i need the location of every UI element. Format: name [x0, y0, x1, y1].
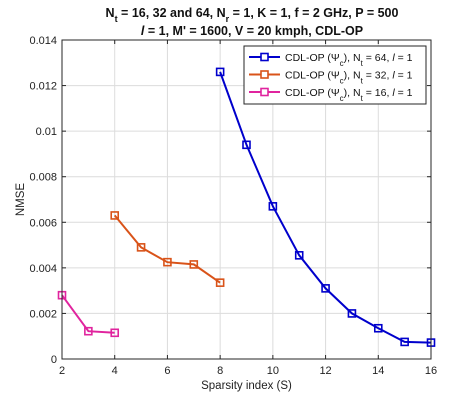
data-point — [373, 323, 383, 333]
chart-title: Nt = 16, 32 and 64, Nr = 1, K = 1, f = 2… — [106, 6, 399, 38]
chart-title-line-1: Nt = 16, 32 and 64, Nr = 1, K = 1, f = 2… — [106, 6, 399, 24]
x-tick-label: 8 — [217, 365, 223, 377]
legend-entry: CDL-OP (Ψc), Nt = 16, l = 1 — [249, 87, 413, 103]
x-tick-label: 4 — [112, 365, 118, 377]
y-tick-label: 0.002 — [29, 308, 57, 320]
data-point — [136, 243, 146, 252]
data-point — [215, 278, 225, 287]
chart-title-line-2: l = 1, M' = 1600, V = 20 kmph, CDL-OP — [141, 24, 363, 38]
y-tick-label: 0.012 — [29, 81, 57, 93]
legend-label: CDL-OP (Ψc), Nt = 16, l = 1 — [285, 87, 413, 103]
x-axis-label: Sparsity index (S) — [201, 380, 292, 392]
legend: CDL-OP (Ψc), Nt = 64, l = 1 CDL-OP (Ψc), … — [243, 45, 427, 105]
series-line — [61, 294, 115, 334]
data-point — [242, 140, 251, 150]
legend-marker — [260, 52, 269, 62]
plot-frame — [61, 39, 432, 360]
legend-marker — [260, 87, 269, 97]
data-point — [347, 309, 357, 318]
legend-label: CDL-OP (Ψc), Nt = 32, l = 1 — [285, 70, 413, 86]
data-point — [294, 251, 304, 260]
series-line — [113, 214, 221, 284]
data-point — [215, 67, 225, 77]
series-3 — [57, 290, 120, 338]
legend-entry: CDL-OP (Ψc), Nt = 32, l = 1 — [249, 70, 413, 86]
legend-entry: CDL-OP (Ψc), Nt = 64, l = 1 — [249, 52, 413, 68]
data-point — [84, 326, 93, 336]
x-tick-label: 6 — [164, 365, 170, 377]
x-tick-label: 2 — [59, 365, 65, 377]
y-tick-label: 0.004 — [29, 263, 57, 275]
legend-label: CDL-OP (Ψc), Nt = 64, l = 1 — [285, 52, 413, 68]
y-tick-label: 0.008 — [29, 172, 57, 184]
axis-ticks: 2 4 6 8 10 12 14 16 0 0.002 0.004 0.006 0.008 0.01 0.0… — [29, 35, 437, 377]
series-line — [219, 71, 432, 344]
data-point — [110, 211, 120, 220]
legend-marker — [260, 70, 269, 79]
data-point — [400, 337, 409, 347]
y-axis-label: NMSE — [15, 183, 27, 217]
y-tick-label: 0.006 — [29, 217, 57, 229]
data-point — [163, 257, 172, 267]
x-tick-label: 16 — [425, 365, 437, 377]
data-point — [110, 328, 120, 338]
series-2 — [110, 211, 225, 287]
x-tick-label: 10 — [267, 365, 279, 377]
data-point — [268, 202, 278, 211]
data-point — [189, 260, 199, 269]
y-tick-label: 0.014 — [29, 35, 57, 47]
y-tick-label: 0.01 — [36, 126, 57, 138]
x-tick-label: 14 — [372, 365, 384, 377]
y-tick-label: 0 — [51, 354, 57, 366]
data-point — [321, 284, 330, 293]
x-tick-label: 12 — [319, 365, 331, 377]
